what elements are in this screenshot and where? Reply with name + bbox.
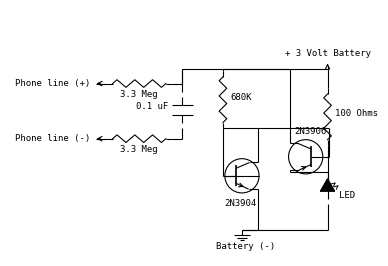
Text: 3.3 Meg: 3.3 Meg (120, 145, 158, 154)
Polygon shape (320, 179, 335, 191)
Text: 2N3906: 2N3906 (294, 127, 327, 136)
Text: Phone line (+): Phone line (+) (14, 79, 90, 88)
Text: 100 Ohms: 100 Ohms (335, 110, 378, 118)
Text: + 3 Volt Battery: + 3 Volt Battery (284, 49, 371, 58)
Text: Phone line (-): Phone line (-) (14, 134, 90, 143)
Text: 2N3904: 2N3904 (224, 199, 256, 208)
Text: 0.1 uF: 0.1 uF (135, 102, 168, 111)
Text: 3.3 Meg: 3.3 Meg (120, 90, 158, 99)
Text: 680K: 680K (230, 93, 252, 102)
Text: LED: LED (339, 191, 355, 200)
Text: Battery (-): Battery (-) (216, 242, 275, 251)
